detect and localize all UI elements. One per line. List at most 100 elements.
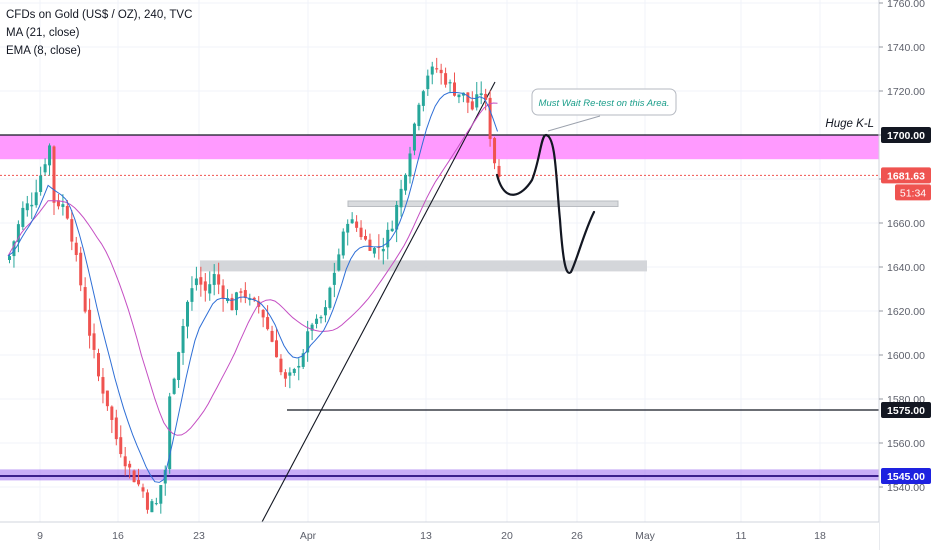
price-tick-label: 1620.00 bbox=[887, 306, 925, 318]
candle-body bbox=[114, 417, 118, 440]
candle-body bbox=[377, 246, 381, 249]
candle-body bbox=[21, 207, 25, 227]
price-tick-label: 1740.00 bbox=[887, 42, 925, 54]
indicator-ema-label: EMA (8, close) bbox=[6, 45, 81, 57]
candle-body bbox=[430, 66, 434, 75]
callout-box bbox=[531, 88, 677, 116]
candle-body bbox=[221, 285, 225, 299]
candle-body bbox=[364, 235, 367, 240]
candle-body bbox=[217, 274, 221, 285]
price-tick-label: 1540.00 bbox=[887, 482, 925, 494]
candle-body bbox=[105, 390, 109, 407]
price-tag-1575: 1575.00 bbox=[881, 402, 931, 418]
candle-body bbox=[475, 94, 479, 108]
candle-body bbox=[8, 256, 11, 260]
candle-body bbox=[65, 205, 69, 219]
candle-body bbox=[301, 353, 305, 367]
price-axis: 1540.001560.001580.001600.001620.001640.… bbox=[878, 0, 932, 550]
candle-body bbox=[404, 174, 408, 191]
price-tag-1575-bg bbox=[881, 402, 931, 418]
candle-body bbox=[74, 242, 78, 255]
zone-support-3 bbox=[0, 469, 879, 481]
candle-body bbox=[88, 309, 92, 336]
trendline bbox=[261, 81, 496, 523]
candle-body bbox=[128, 463, 132, 468]
candle-body bbox=[493, 138, 497, 164]
time-tick-label: 9 bbox=[37, 530, 43, 542]
candle-body bbox=[355, 221, 359, 228]
candle-body bbox=[119, 437, 123, 455]
price-tick-label: 1760.00 bbox=[887, 0, 925, 10]
candle-body bbox=[243, 290, 247, 298]
candle-body bbox=[266, 317, 270, 330]
time-tick-label: Apr bbox=[300, 530, 317, 542]
candle-body bbox=[194, 278, 198, 286]
candle-body bbox=[30, 204, 34, 207]
candle-body bbox=[453, 82, 456, 96]
candle-body bbox=[239, 291, 243, 293]
candle-body bbox=[97, 353, 100, 377]
candle-body bbox=[341, 231, 345, 256]
countdown-text: 51:34 bbox=[900, 187, 926, 199]
candle-body bbox=[208, 284, 212, 294]
time-axis-bg bbox=[0, 522, 879, 550]
candle-body bbox=[470, 101, 474, 110]
price-tick-label: 1660.00 bbox=[887, 218, 925, 230]
candle-body bbox=[230, 297, 234, 311]
price-tag-1700-text: 1700.00 bbox=[887, 130, 925, 142]
candle-body bbox=[199, 277, 203, 285]
zone-label-huge-kl: Huge K-L bbox=[825, 118, 874, 130]
candle-body bbox=[270, 330, 274, 342]
candle-body bbox=[92, 333, 96, 350]
candle-body bbox=[488, 97, 492, 139]
candles bbox=[8, 57, 501, 514]
price-tag-1545-bg bbox=[881, 468, 931, 484]
candle-body bbox=[399, 188, 403, 208]
candle-body bbox=[457, 94, 461, 98]
price-tag-1575-text: 1575.00 bbox=[887, 405, 925, 417]
time-tick-label: 20 bbox=[501, 530, 513, 542]
candle-body bbox=[257, 301, 261, 307]
candle-body bbox=[297, 365, 301, 368]
candle-body bbox=[154, 503, 158, 505]
candle-body bbox=[252, 297, 256, 300]
candle-body bbox=[484, 93, 488, 100]
candle-body bbox=[12, 241, 16, 257]
time-tick-label: May bbox=[635, 530, 656, 542]
candle-body bbox=[261, 309, 265, 318]
time-tick-label: 16 bbox=[112, 530, 124, 542]
candle-body bbox=[123, 456, 127, 467]
candle-body bbox=[39, 175, 43, 192]
candle-body bbox=[288, 372, 292, 376]
candle-body bbox=[479, 93, 483, 96]
candle-body bbox=[212, 273, 216, 285]
candle-body bbox=[168, 396, 172, 470]
candle-body bbox=[163, 469, 167, 484]
candle-body bbox=[421, 91, 425, 106]
chart-title: CFDs on Gold (US$ / OZ), 240, TVC bbox=[6, 9, 193, 21]
candle-body bbox=[137, 479, 141, 485]
candle-body bbox=[448, 82, 452, 84]
price-tick-label: 1640.00 bbox=[887, 262, 925, 274]
candle-body bbox=[190, 288, 194, 302]
countdown-tag: 51:34 bbox=[895, 184, 931, 201]
candle-body bbox=[145, 492, 149, 510]
price-tag-1545: 1545.00 bbox=[881, 468, 931, 484]
candle-body bbox=[141, 487, 145, 492]
candle-body bbox=[275, 340, 278, 358]
candle-body bbox=[132, 470, 136, 483]
candle-body bbox=[150, 501, 154, 513]
projected-path-drawing bbox=[495, 133, 596, 275]
candle-body bbox=[359, 227, 363, 238]
candle-body bbox=[412, 123, 416, 151]
ma-21-line bbox=[7, 102, 498, 436]
candle-body bbox=[306, 331, 310, 353]
candle-body bbox=[390, 228, 394, 232]
candle-body bbox=[368, 239, 372, 251]
candle-body bbox=[346, 223, 350, 233]
candle-body bbox=[426, 75, 430, 90]
callout-text: Must Wait Re-test on this Area. bbox=[539, 98, 670, 109]
candle-body bbox=[417, 104, 421, 127]
